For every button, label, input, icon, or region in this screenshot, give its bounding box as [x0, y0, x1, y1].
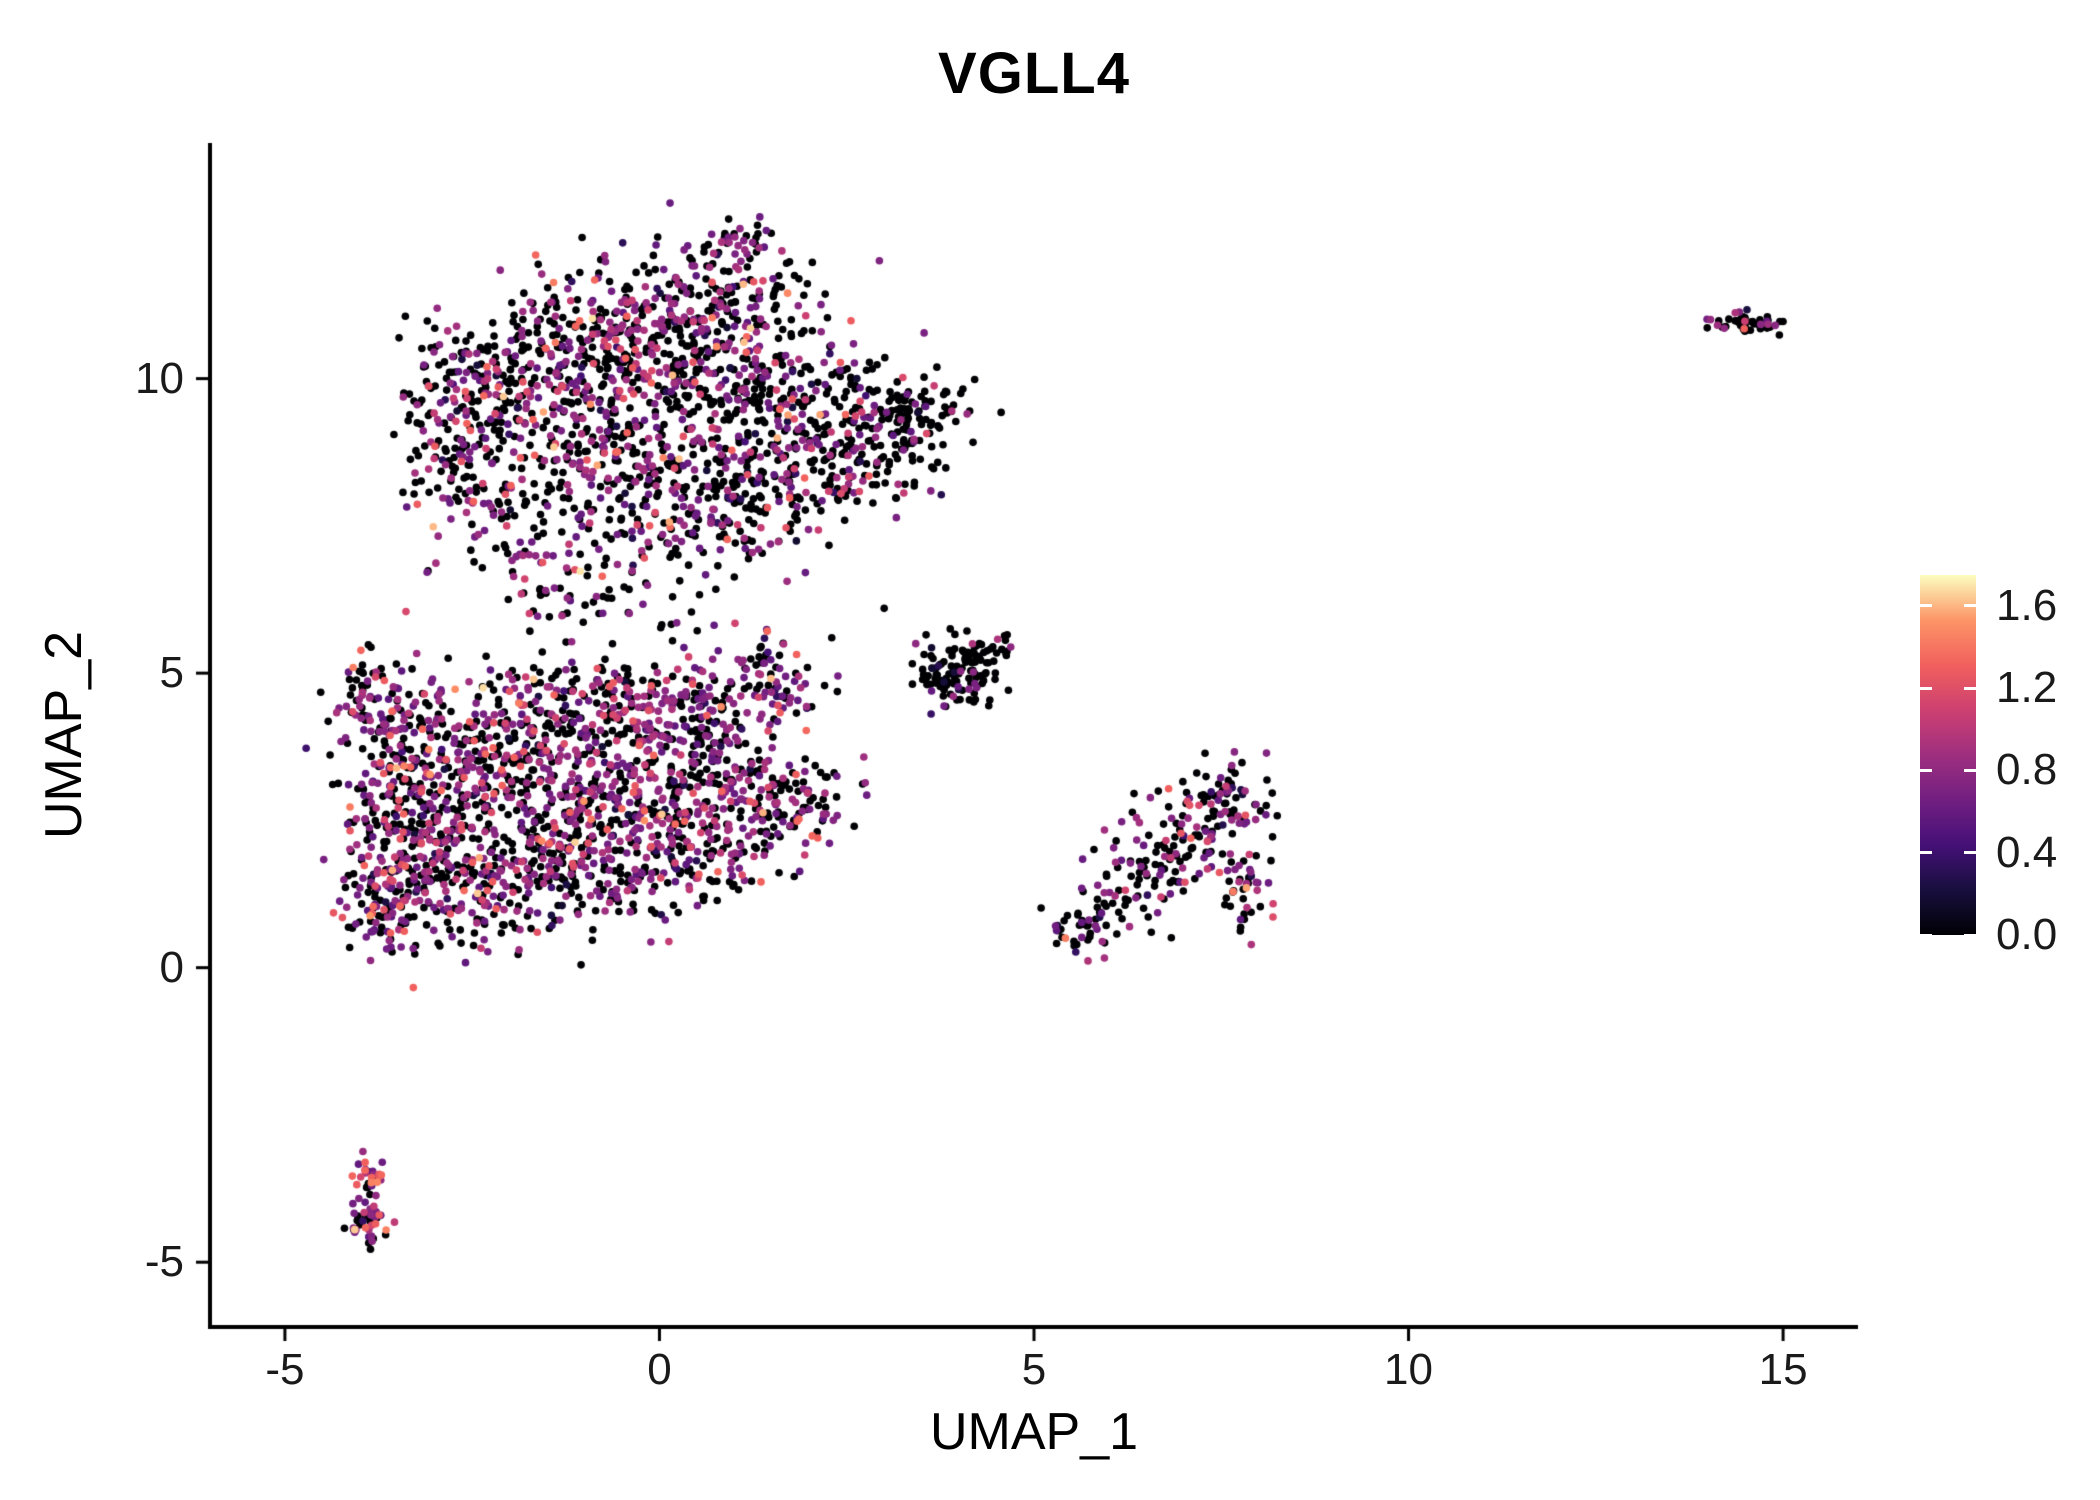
colorbar-tick-label: 0.0 [1996, 910, 2058, 959]
colorbar-tick-mark [1964, 933, 1976, 937]
colorbar-tick-label: 0.4 [1996, 827, 2058, 877]
y-tick-label: -5 [144, 1237, 184, 1287]
x-tick-label: 15 [1758, 1345, 1808, 1394]
colorbar-tick-mark [1920, 933, 1932, 937]
colorbar-gradient [1920, 575, 1976, 935]
plot-title: VGLL4 [938, 41, 1130, 106]
colorbar-tick-mark [1964, 686, 1976, 690]
colorbar-tick-label: 1.2 [1996, 663, 2058, 713]
y-tick-label: 0 [159, 942, 184, 992]
x-tick-label: -5 [265, 1345, 305, 1394]
colorbar-tick-label: 1.6 [1996, 580, 2058, 630]
y-tick-label: 5 [159, 648, 184, 698]
colorbar-tick-mark [1920, 686, 1932, 690]
colorbar-tick-label: 0.8 [1996, 745, 2058, 795]
colorbar-tick-mark [1964, 851, 1976, 855]
colorbar-tick-mark [1920, 604, 1932, 608]
x-axis-title: UMAP_1 [929, 1403, 1139, 1461]
x-tick-label: 10 [1384, 1345, 1434, 1394]
colorbar-tick-mark [1964, 768, 1976, 772]
x-tick-label: 5 [1021, 1345, 1047, 1394]
x-tick-label: 0 [647, 1345, 672, 1394]
y-tick-label: 10 [135, 353, 184, 403]
colorbar-tick-mark [1920, 851, 1932, 855]
colorbar-tick-mark [1920, 768, 1932, 772]
colorbar-tick-mark [1964, 604, 1976, 608]
